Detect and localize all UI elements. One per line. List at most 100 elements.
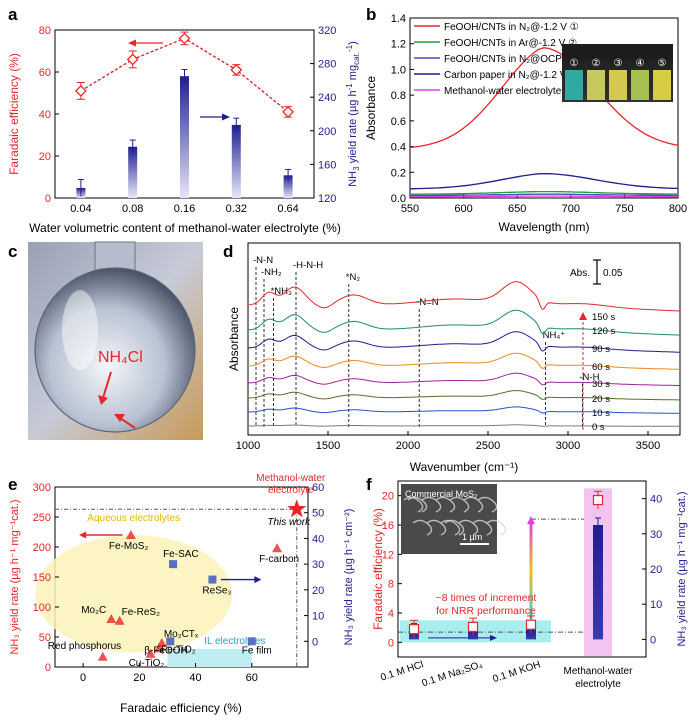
d-series-label: 150 s <box>592 312 615 323</box>
a-ytick-label: 0 <box>45 193 51 205</box>
e-point-label: ReSe₃ <box>202 586 231 597</box>
a-ytick2-label: 200 <box>318 126 336 138</box>
f-ytick2-label: 30 <box>650 529 662 541</box>
sem-texture-flake <box>403 496 424 513</box>
f-ytick2-label: 0 <box>650 634 656 646</box>
sem-texture-flake <box>440 519 461 536</box>
b-ytick-label: 0.6 <box>391 116 406 128</box>
a-ytick-label: 20 <box>39 151 51 163</box>
arrow-left-head <box>128 39 136 47</box>
d-marker-label: *N₂ <box>346 272 361 283</box>
e-point-label: Fe-SAC <box>163 549 199 560</box>
b-spectrum-curve <box>409 47 679 149</box>
photo-arrow-1-head <box>98 395 108 405</box>
panel-a-xlabel: Water volumetric content of methanol-wat… <box>29 221 341 235</box>
d-marker-label: *NH₃ <box>271 286 292 297</box>
b-ytick-label: 0.4 <box>391 142 406 154</box>
d-spectrum-curve <box>247 390 680 401</box>
e-point-label: F-carbon <box>259 554 299 565</box>
sem-texture-flake <box>472 519 493 536</box>
f-xtick-label: 0.1 M Na₂SO₄ <box>421 659 484 689</box>
vial-1 <box>565 70 583 100</box>
a-bar <box>283 175 293 198</box>
e-arrow-left-head <box>79 531 87 539</box>
e-ytick2-label: 40 <box>312 533 324 545</box>
e-point-label: Cu-TiO₂ <box>129 658 165 669</box>
e-ytick2-label: 0 <box>312 636 318 648</box>
panel-e-ylabel: NH₃ yield rate (µg h⁻¹ mg⁻¹cat.) <box>9 499 21 654</box>
a-fe-point <box>74 84 87 97</box>
d-xtick-label: 3000 <box>556 440 580 452</box>
sem-texture-flake <box>463 496 484 513</box>
e-triangle-point <box>114 615 125 625</box>
sem-inset-label: Commercial MoS₂ <box>405 489 478 499</box>
abs-scale-label: Abs. <box>570 268 590 279</box>
panel-a: a 0 20 40 60 80 120 160 200 240 280 320 0.04 0.08 0… <box>7 5 361 235</box>
b-vial-label: ① <box>570 58 579 69</box>
panel-d: d 1000 1500 2000 2500 3000 3500 -N-N-NH₂ *NH₃ -… <box>223 242 681 474</box>
flask-highlight <box>62 290 98 370</box>
e-triangle-point <box>154 643 165 653</box>
f-ytick-label: 4 <box>388 608 394 620</box>
photo-arrow-2 <box>119 417 136 429</box>
sem-texture-flake <box>444 519 465 536</box>
e-aqueous-region <box>35 535 233 653</box>
e-point-label: β-FeOOH <box>144 645 188 656</box>
panel-letter-b: b <box>366 5 376 24</box>
d-series-label: 0 s <box>592 422 605 433</box>
d-xtick-label: 2500 <box>476 440 500 452</box>
panel-letter-f: f <box>366 475 372 494</box>
f-fe-point <box>408 624 420 635</box>
sem-texture-flake <box>458 519 479 536</box>
e-ytick2-label: 50 <box>312 508 324 520</box>
e-point-label: Red phosphorus <box>48 641 121 652</box>
e-ytick-label: 150 <box>33 572 51 584</box>
d-marker-label: -H-N-H <box>293 260 323 271</box>
a-bar <box>180 76 189 198</box>
f-yield-bar <box>593 525 603 640</box>
a-fe-point <box>126 53 139 66</box>
d-spectrum-curve <box>248 424 680 427</box>
f-ytick-label: 8 <box>388 579 394 591</box>
b-vial-label: ③ <box>614 58 623 69</box>
d-marker-label: -N-N <box>253 255 273 266</box>
a-xtick-label: 0.32 <box>226 203 247 215</box>
d-marker-label: -N=N <box>416 297 439 308</box>
sem-texture-flake <box>407 496 428 513</box>
panel-b-plot-frame <box>409 17 679 199</box>
panel-d-ylabel: Absorbance <box>227 307 241 371</box>
e-triangle-point <box>97 651 108 661</box>
vial-caps <box>562 44 673 54</box>
f-increment-arrow-head <box>527 516 535 525</box>
b-legend-label: Methanol-water electrolyte ⑤ <box>444 86 573 97</box>
e-point-label: Fe-TiO₂ <box>161 644 196 655</box>
a-xtick-label: 0.16 <box>174 203 195 215</box>
a-ytick2-label: 160 <box>318 159 336 171</box>
d-spectrum-curve <box>248 352 680 370</box>
e-ytick-label: 50 <box>39 632 51 644</box>
e-ytick-label: 0 <box>45 662 51 674</box>
f-xtick-label: 0.1 M HCl <box>379 659 425 683</box>
sem-texture-flake <box>449 496 470 513</box>
b-ytick-label: 0.2 <box>391 167 406 179</box>
d-spectrum-curve <box>247 331 680 353</box>
f-fe-point <box>592 494 604 506</box>
sem-texture-flake <box>412 519 433 536</box>
b-ytick-label: 0.0 <box>391 193 406 205</box>
photo-arrow-2-head <box>114 414 125 422</box>
d-series-label: 30 s <box>592 379 610 390</box>
panel-c: c NH₄Cl <box>8 241 203 440</box>
b-ytick-label: 1.0 <box>391 64 406 76</box>
e-il-region <box>167 649 252 667</box>
e-xtick-label: 60 <box>246 672 258 684</box>
e-point-label: Fe film <box>242 645 272 656</box>
sem-texture-flake <box>435 496 456 513</box>
a-ytick-label: 80 <box>39 25 51 37</box>
b-xtick-label: 700 <box>562 203 580 215</box>
vial-3 <box>609 70 627 100</box>
a-xtick-label: 0.08 <box>122 203 143 215</box>
f-xtick-label: Methanol-water electrolyte <box>564 666 634 690</box>
e-xtick-label: 20 <box>133 672 145 684</box>
e-ytick2-label: 60 <box>312 482 324 494</box>
